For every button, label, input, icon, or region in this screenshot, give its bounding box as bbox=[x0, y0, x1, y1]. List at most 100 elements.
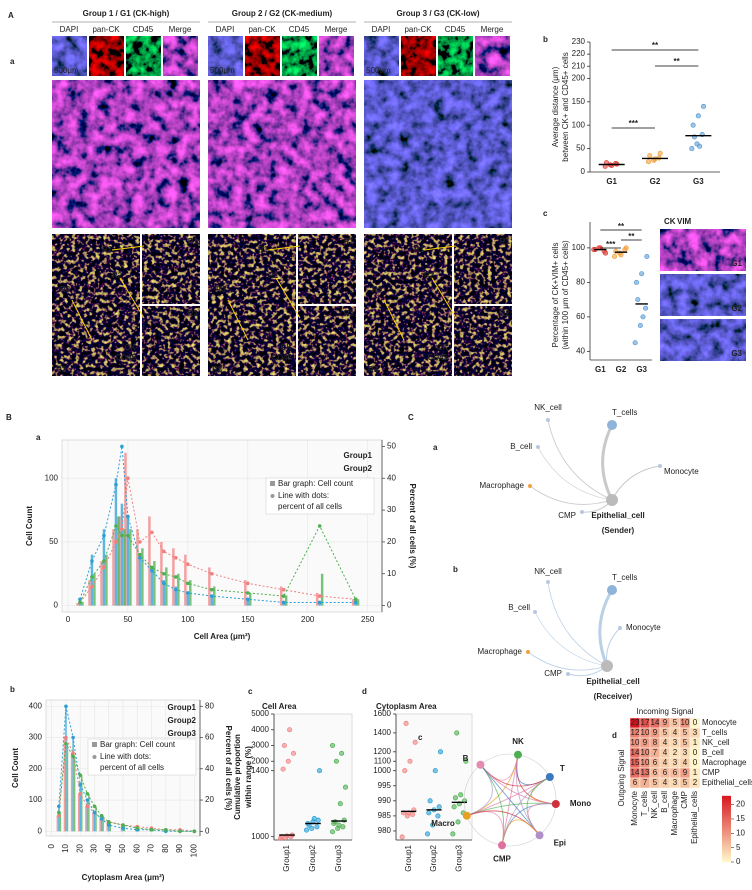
data-point bbox=[690, 122, 696, 128]
data-point bbox=[452, 795, 458, 801]
colorbar-label: 0 bbox=[736, 857, 741, 866]
node-label: (Sender) bbox=[602, 526, 635, 535]
bar bbox=[315, 592, 319, 606]
percent-dot bbox=[174, 556, 178, 560]
region-label: R1 bbox=[500, 237, 511, 246]
bar bbox=[66, 743, 69, 832]
legend-note: Line with dots: bbox=[100, 752, 151, 761]
significance: *** bbox=[606, 240, 616, 249]
cell-value: 3 bbox=[683, 748, 688, 757]
cell-value: 6 bbox=[663, 768, 668, 777]
data-point bbox=[407, 758, 413, 764]
colorbar-step bbox=[722, 804, 731, 808]
legend-box bbox=[87, 738, 197, 776]
tissue-image bbox=[364, 80, 512, 228]
bar bbox=[136, 529, 139, 606]
zoom-image bbox=[298, 234, 356, 304]
y-tick-label: 4000 bbox=[251, 725, 269, 734]
node bbox=[658, 464, 662, 468]
colorbar-step bbox=[722, 806, 731, 810]
data-point bbox=[637, 322, 643, 329]
bar bbox=[65, 706, 67, 832]
percent-dot bbox=[90, 584, 94, 589]
colorbar-step bbox=[722, 842, 731, 845]
bar bbox=[56, 815, 59, 832]
colorbar-step bbox=[722, 817, 731, 821]
percent-dot bbox=[57, 810, 61, 815]
bar bbox=[80, 775, 83, 832]
cell-value: 5 bbox=[653, 778, 658, 787]
cell-value: 4 bbox=[663, 748, 668, 757]
data-point bbox=[311, 815, 317, 822]
bar bbox=[117, 516, 120, 606]
cell-value: 12 bbox=[631, 728, 640, 737]
colorbar-step bbox=[722, 850, 731, 854]
region-label: R2 bbox=[188, 309, 199, 318]
cell-value: 6 bbox=[673, 768, 678, 777]
legend-note: percent of all cells bbox=[278, 502, 342, 511]
percent-dot bbox=[353, 600, 358, 605]
colorbar-step bbox=[722, 846, 731, 849]
channel-label: pan-CK bbox=[92, 25, 120, 34]
tissue-image bbox=[208, 80, 356, 228]
percent-dot bbox=[78, 782, 83, 787]
significance: ** bbox=[674, 57, 681, 66]
panel-label: b bbox=[10, 685, 15, 694]
node-label: Monocyte bbox=[626, 623, 661, 632]
marker-label: CK bbox=[280, 343, 292, 352]
percent-dot bbox=[281, 587, 286, 592]
node-label: B_cell bbox=[510, 442, 532, 451]
node-label: Macro bbox=[431, 819, 455, 828]
thumb-label: G2 bbox=[731, 304, 742, 313]
percent-dot bbox=[120, 533, 124, 538]
data-point bbox=[284, 833, 290, 839]
y-tick-label: 60 bbox=[576, 312, 585, 321]
node-label: Epi bbox=[554, 838, 566, 847]
region-label: R1 bbox=[344, 237, 355, 246]
y-tick-label: 200 bbox=[572, 74, 586, 83]
cell-value: 9 bbox=[683, 768, 688, 777]
cell-value: 4 bbox=[683, 758, 688, 767]
percent-line bbox=[79, 524, 357, 603]
legend-note: Bar graph: Cell count bbox=[278, 479, 354, 488]
node-label: CMP bbox=[493, 854, 511, 863]
panel-label: d bbox=[362, 687, 367, 696]
cell-value: 0 bbox=[693, 718, 698, 727]
channel-label: CD45 bbox=[289, 25, 310, 34]
connector bbox=[423, 245, 457, 251]
panel-label: c bbox=[418, 733, 423, 742]
panel-label: c bbox=[543, 209, 548, 218]
channel-image bbox=[89, 36, 124, 76]
x-tick-label: Group3 bbox=[334, 844, 343, 871]
significance: *** bbox=[629, 119, 639, 128]
bar bbox=[95, 806, 97, 832]
percent-dot bbox=[78, 597, 82, 602]
zoom-image bbox=[142, 234, 200, 304]
data-point bbox=[451, 804, 457, 810]
colorbar-step bbox=[722, 809, 731, 812]
region-label: R2 bbox=[268, 271, 279, 280]
marker-label: CK bbox=[124, 343, 136, 352]
y-tick-label: 1100 bbox=[374, 756, 392, 765]
percent-dot bbox=[102, 559, 106, 563]
percent-dot bbox=[99, 817, 104, 821]
percent-dot bbox=[245, 597, 250, 602]
data-point bbox=[455, 819, 461, 825]
data-point bbox=[314, 824, 320, 830]
cell-value: 5 bbox=[673, 718, 678, 727]
data-point bbox=[454, 730, 460, 736]
data-point bbox=[436, 804, 442, 810]
edge bbox=[611, 465, 661, 501]
data-point bbox=[639, 271, 645, 277]
x-tick-label: 30 bbox=[90, 843, 99, 852]
region-label: R3 bbox=[216, 285, 227, 294]
percent-dot bbox=[138, 552, 142, 557]
y-tick-label: 0 bbox=[54, 601, 59, 610]
bar bbox=[162, 580, 166, 606]
bar bbox=[177, 573, 180, 606]
x-tick-label: 200 bbox=[301, 615, 315, 624]
node-label: T bbox=[560, 764, 565, 773]
y-tick-label: 230 bbox=[572, 37, 586, 46]
y2-tick-label: 50 bbox=[387, 441, 396, 450]
